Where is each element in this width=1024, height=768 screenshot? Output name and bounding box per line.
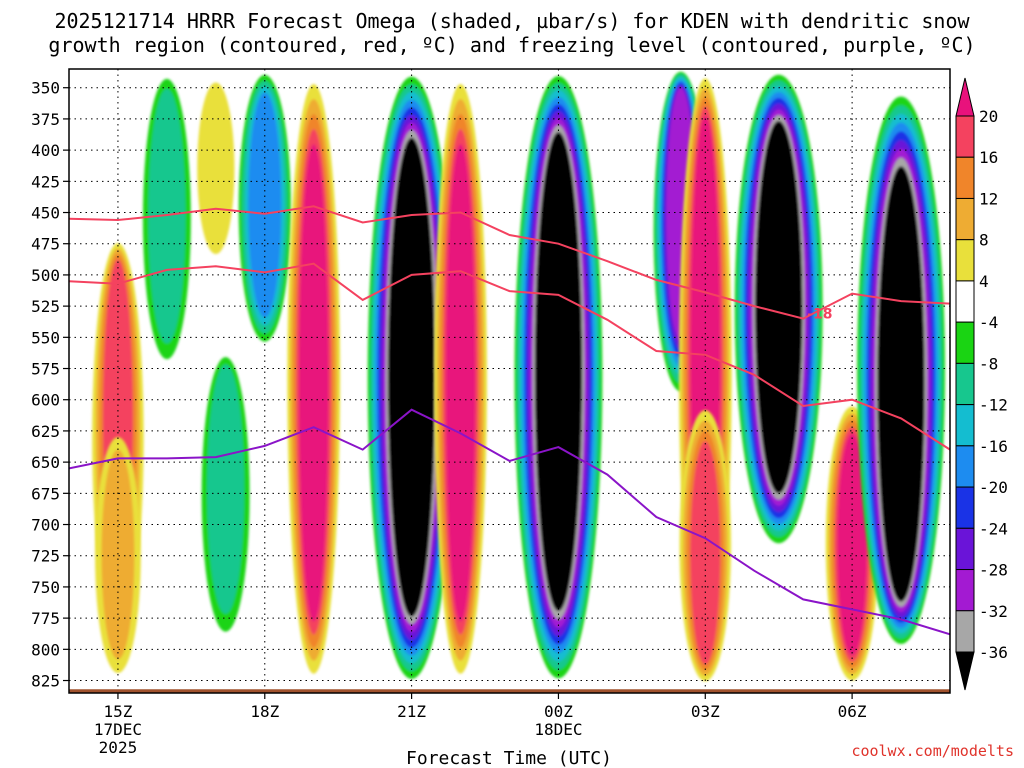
- x-tick-label: 03Z: [691, 702, 720, 721]
- omega-contour-band: [299, 144, 329, 622]
- omega-contour-band: [248, 92, 282, 318]
- omega-contour-band: [445, 144, 476, 622]
- omega-shading: [92, 71, 945, 682]
- x-tick-label: 15Z: [103, 702, 132, 721]
- y-tick-label: 750: [31, 578, 60, 597]
- x-tick-date-label: 17DEC: [94, 720, 142, 739]
- colorbar-band: [955, 362, 975, 406]
- contour-label: -18: [807, 307, 832, 323]
- x-axis-title: Forecast Time (UTC): [406, 748, 612, 768]
- x-tick-label: 21Z: [397, 702, 426, 721]
- omega-feature: [857, 96, 945, 645]
- y-tick-label: 425: [31, 172, 60, 191]
- y-tick-label: 675: [31, 484, 60, 503]
- colorbar-legend: 20 16 12 8 4 -4 -8 -12 -16 -20 -24 -28 -32 -36: [955, 77, 1008, 691]
- omega-feature: [679, 410, 732, 682]
- y-tick-label: 600: [31, 391, 60, 410]
- site-credit: coolwx.com/modelts: [851, 742, 1014, 760]
- y-tick-label: 800: [31, 640, 60, 659]
- x-tick-year-label: 2025: [99, 738, 138, 757]
- colorbar-label: -28: [979, 561, 1008, 580]
- colorbar-band: [955, 486, 975, 529]
- dendritic-top-line: [69, 205, 950, 320]
- y-tick-label: 525: [31, 297, 60, 316]
- colorbar-band: [955, 115, 975, 158]
- y-tick-label: 475: [31, 235, 60, 254]
- colorbar-label: -8: [979, 354, 998, 373]
- y-axis-ticks: 350 375 400 425 450 475 500 525 550 575 600 625 650 6…: [31, 79, 69, 691]
- omega-contour-band: [755, 120, 803, 494]
- omega-feature: [434, 84, 487, 674]
- colorbar-label: -36: [979, 643, 1008, 662]
- y-tick-label: 650: [31, 453, 60, 472]
- colorbar-label: -16: [979, 437, 1008, 456]
- y-tick-label: 775: [31, 609, 60, 628]
- colorbar-label: 20: [979, 107, 998, 126]
- colorbar-label: 8: [979, 231, 989, 250]
- colorbar-label: -32: [979, 602, 1008, 621]
- omega-contour-band: [837, 433, 867, 656]
- colorbar-band: [955, 156, 975, 199]
- omega-contour-band: [207, 364, 245, 614]
- y-tick-label: 350: [31, 79, 60, 98]
- colorbar-label: -24: [979, 519, 1008, 538]
- colorbar-label: 12: [979, 189, 998, 208]
- omega-feature: [142, 78, 191, 360]
- omega-contour-band: [197, 82, 235, 255]
- chart-title-line-2: growth region (contoured, red, ºC) and f…: [48, 33, 976, 57]
- y-tick-label: 700: [31, 516, 60, 535]
- colorbar-band: [955, 197, 975, 241]
- colorbar-label: 4: [979, 272, 989, 291]
- omega-feature: [734, 74, 823, 544]
- omega-feature: [201, 357, 250, 632]
- y-tick-label: 725: [31, 547, 60, 566]
- omega-contour-band: [148, 88, 186, 344]
- colorbar-bottom-arrow: [955, 651, 975, 691]
- y-tick-label: 375: [31, 110, 60, 129]
- terrain-surface: [69, 689, 950, 693]
- colorbar-band: [955, 404, 975, 447]
- colorbar-label: 16: [979, 148, 998, 167]
- colorbar-label: -20: [979, 478, 1008, 497]
- plot-frame: [68, 68, 951, 694]
- x-tick-label: 18Z: [250, 702, 279, 721]
- colorbar-band: [955, 280, 975, 323]
- x-tick-label: 06Z: [838, 702, 867, 721]
- omega-feature: [95, 437, 141, 674]
- colorbar-label: -4: [979, 313, 998, 332]
- x-tick-date-label: 18DEC: [534, 720, 582, 739]
- freezing-level-line: [69, 408, 950, 636]
- omega-contour-band: [877, 166, 925, 602]
- colorbar-band: [955, 445, 975, 488]
- y-tick-label: 550: [31, 328, 60, 347]
- chart-title-line-1: 2025121714 HRRR Forecast Omega (shaded, …: [54, 9, 970, 33]
- omega-feature: [514, 76, 603, 679]
- colorbar-band: [955, 527, 975, 571]
- omega-feature: [287, 84, 341, 674]
- y-tick-label: 825: [31, 672, 60, 691]
- colorbar-band: [955, 321, 975, 364]
- colorbar-band: [955, 610, 975, 653]
- grid: [69, 69, 950, 693]
- colorbar-top-arrow: [955, 77, 975, 117]
- omega-feature: [197, 82, 235, 255]
- omega-contour-band: [690, 441, 721, 665]
- y-tick-label: 575: [31, 360, 60, 379]
- y-tick-label: 400: [31, 141, 60, 160]
- terrain-fill: [69, 689, 950, 693]
- y-tick-label: 500: [31, 266, 60, 285]
- dendritic-bottom-line: [69, 262, 950, 451]
- colorbar-band: [955, 569, 975, 612]
- colorbar-label: -12: [979, 396, 1008, 415]
- colorbar-band: [955, 239, 975, 282]
- y-tick-label: 450: [31, 204, 60, 223]
- x-tick-label: 00Z: [544, 702, 573, 721]
- y-tick-label: 625: [31, 422, 60, 441]
- omega-feature: [238, 74, 291, 342]
- contour-lines: -18: [69, 205, 950, 636]
